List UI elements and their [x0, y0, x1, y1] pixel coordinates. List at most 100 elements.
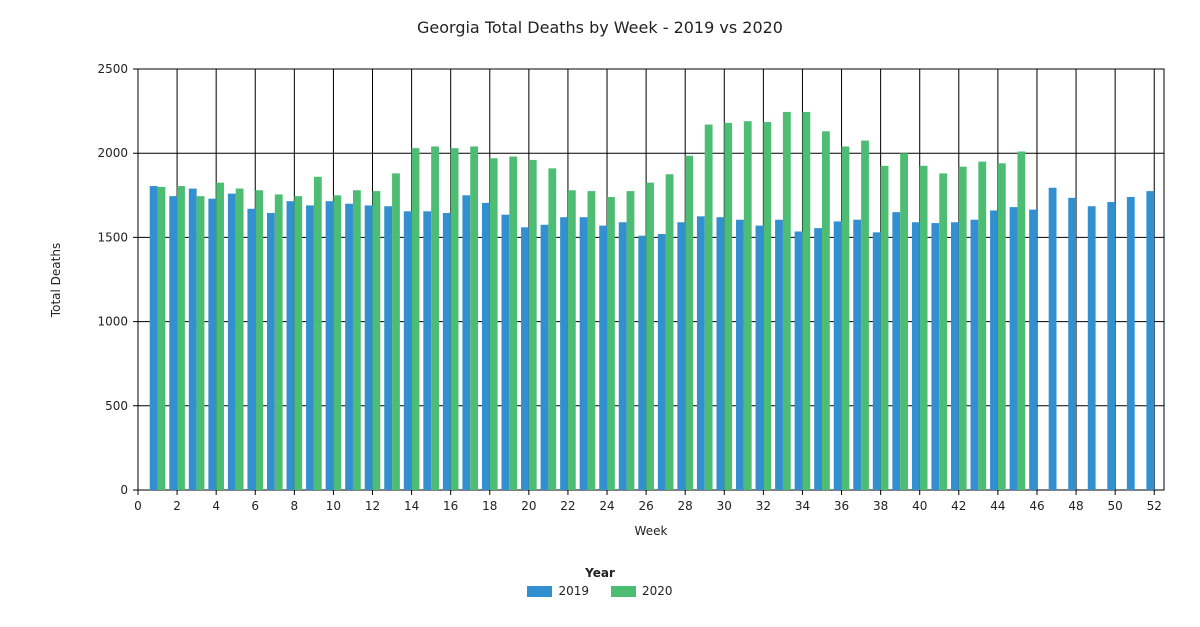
bar-2019-week-19[interactable] [501, 214, 510, 490]
bar-2020-week-13[interactable] [392, 173, 400, 490]
bar-2019-week-9[interactable] [306, 205, 314, 491]
bar-2019-week-13[interactable] [384, 206, 393, 490]
bar-2020-week-3[interactable] [196, 196, 205, 490]
bar-2020-week-7[interactable] [274, 194, 283, 490]
bar-2020-week-34[interactable] [802, 111, 811, 490]
bar-2019-week-24[interactable] [599, 225, 608, 490]
bar-2020-week-4[interactable] [216, 182, 224, 491]
bar-2019-week-23[interactable] [579, 217, 588, 490]
bar-2019-week-51[interactable] [1126, 196, 1135, 490]
bar-2019-week-32[interactable] [755, 225, 764, 490]
bar-2020-week-40[interactable] [919, 165, 928, 490]
bar-2019-week-15[interactable] [423, 211, 432, 490]
bar-2020-week-11[interactable] [352, 190, 361, 491]
bar-2019-week-37[interactable] [853, 219, 862, 490]
bar-2019-week-47[interactable] [1048, 187, 1057, 491]
bar-2020-week-18[interactable] [489, 158, 498, 490]
bar-2020-week-20[interactable] [528, 159, 537, 490]
x-tick-label: 2 [173, 499, 181, 513]
bar-2019-week-27[interactable] [657, 234, 666, 490]
bar-2020-week-36[interactable] [841, 146, 850, 491]
bar-2019-week-38[interactable] [872, 232, 881, 490]
bar-2019-week-41[interactable] [931, 223, 940, 490]
bar-2019-week-2[interactable] [169, 196, 178, 490]
bar-2019-week-8[interactable] [286, 201, 295, 490]
bar-2019-week-36[interactable] [833, 221, 842, 491]
bar-2020-week-22[interactable] [567, 190, 576, 491]
bar-2020-week-1[interactable] [157, 186, 166, 490]
bar-2020-week-28[interactable] [685, 155, 694, 490]
bar-2020-week-44[interactable] [997, 163, 1006, 490]
bar-2020-week-39[interactable] [900, 153, 908, 490]
legend-item-2019[interactable]: 2019 [527, 584, 589, 598]
bar-2020-week-8[interactable] [294, 196, 303, 490]
bar-2019-week-31[interactable] [736, 219, 744, 490]
bar-2019-week-34[interactable] [794, 231, 803, 491]
bar-2019-week-45[interactable] [1009, 207, 1018, 490]
bar-2020-week-2[interactable] [177, 186, 185, 490]
bar-2019-week-49[interactable] [1087, 206, 1096, 490]
bar-2019-week-6[interactable] [247, 208, 256, 490]
bar-2019-week-44[interactable] [990, 210, 998, 490]
bar-2019-week-33[interactable] [775, 219, 783, 490]
bar-2019-week-10[interactable] [325, 201, 334, 490]
bar-2019-week-39[interactable] [892, 212, 901, 490]
legend-item-2020[interactable]: 2020 [611, 584, 673, 598]
bar-2019-week-3[interactable] [188, 188, 197, 490]
bar-2020-week-16[interactable] [450, 148, 459, 490]
bar-2019-week-12[interactable] [364, 205, 373, 491]
bar-2019-week-14[interactable] [403, 211, 412, 490]
bar-2019-week-29[interactable] [696, 216, 705, 490]
bar-2020-week-5[interactable] [235, 188, 244, 490]
bar-2020-week-15[interactable] [431, 146, 439, 491]
bar-2020-week-25[interactable] [626, 191, 635, 490]
bar-2019-week-35[interactable] [814, 228, 822, 490]
bar-2020-week-10[interactable] [333, 195, 342, 491]
bar-2019-week-42[interactable] [950, 222, 959, 490]
bar-2020-week-43[interactable] [978, 161, 987, 490]
bar-2019-week-4[interactable] [208, 198, 217, 490]
bar-2020-week-30[interactable] [724, 122, 733, 490]
bar-2020-week-33[interactable] [782, 111, 791, 490]
bar-2020-week-19[interactable] [509, 156, 518, 490]
bar-2019-week-25[interactable] [618, 222, 627, 490]
bar-2019-week-5[interactable] [227, 193, 236, 490]
bar-2019-week-43[interactable] [970, 219, 979, 490]
bar-2019-week-7[interactable] [266, 212, 275, 490]
bar-2019-week-28[interactable] [677, 222, 686, 490]
bar-2019-week-18[interactable] [481, 202, 490, 491]
bar-2019-week-11[interactable] [345, 203, 353, 490]
bar-2020-week-21[interactable] [548, 168, 557, 490]
bar-2020-week-42[interactable] [958, 166, 967, 490]
bar-2020-week-41[interactable] [939, 173, 948, 490]
bar-2020-week-27[interactable] [665, 174, 674, 490]
bar-2020-week-38[interactable] [880, 165, 889, 490]
bar-2020-week-23[interactable] [587, 191, 596, 490]
bar-2020-week-32[interactable] [763, 122, 772, 491]
bar-2019-week-46[interactable] [1029, 209, 1037, 490]
bar-2020-week-6[interactable] [255, 190, 264, 491]
bar-2020-week-26[interactable] [646, 182, 654, 491]
bar-2019-week-30[interactable] [716, 217, 725, 490]
bar-2020-week-35[interactable] [822, 131, 830, 491]
bar-2019-week-22[interactable] [560, 217, 568, 490]
bar-2019-week-40[interactable] [911, 222, 920, 490]
bar-2019-week-21[interactable] [540, 224, 549, 490]
bar-2020-week-17[interactable] [470, 146, 479, 491]
bar-2020-week-12[interactable] [372, 191, 381, 490]
bar-2019-week-16[interactable] [442, 212, 451, 490]
bar-2020-week-9[interactable] [313, 176, 322, 490]
bar-2020-week-14[interactable] [411, 148, 420, 490]
bar-2019-week-52[interactable] [1146, 191, 1155, 490]
bar-2019-week-50[interactable] [1107, 202, 1116, 490]
bar-2020-week-31[interactable] [743, 121, 752, 490]
bar-2020-week-29[interactable] [704, 124, 713, 491]
bar-2019-week-17[interactable] [462, 195, 471, 491]
bar-2020-week-37[interactable] [861, 140, 869, 490]
bar-2019-week-20[interactable] [521, 227, 529, 490]
bar-2019-week-1[interactable] [149, 186, 158, 490]
bar-2019-week-26[interactable] [638, 235, 647, 490]
bar-2020-week-24[interactable] [607, 196, 615, 490]
bar-2020-week-45[interactable] [1017, 151, 1026, 491]
bar-2019-week-48[interactable] [1068, 197, 1077, 491]
